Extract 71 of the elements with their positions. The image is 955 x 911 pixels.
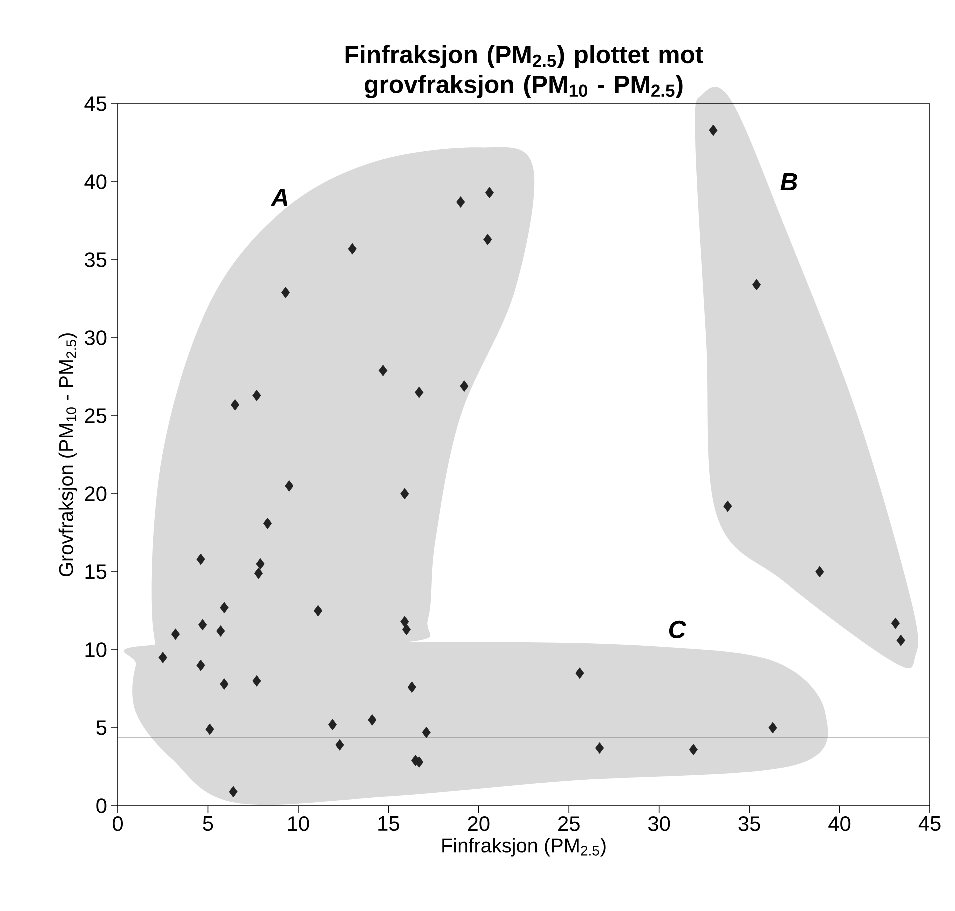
point (485, 187, 494, 199)
point (282, 287, 290, 298)
point (408, 682, 416, 694)
point (402, 624, 412, 636)
annotation: B (780, 173, 798, 191)
point (378, 365, 388, 376)
point (415, 756, 424, 768)
point (328, 719, 338, 731)
point (252, 390, 262, 402)
point (415, 386, 424, 398)
x-tick-label: 40 (828, 816, 851, 832)
point (456, 196, 466, 208)
point (460, 380, 469, 392)
y-tick-label: 25 (85, 408, 107, 424)
point (768, 722, 778, 734)
point (158, 652, 168, 664)
point (595, 742, 604, 754)
point (229, 786, 238, 798)
point (896, 634, 906, 646)
x-tick-label: 15 (378, 816, 400, 832)
x-tick-label: 0 (113, 816, 124, 832)
point (230, 399, 240, 411)
annotation: C (669, 620, 687, 639)
point (816, 566, 824, 578)
point (206, 724, 214, 736)
y-tick-label: 20 (85, 486, 107, 502)
point (689, 744, 698, 756)
y-tick-label: 45 (84, 96, 107, 112)
x-tick-label: 5 (203, 816, 214, 832)
x-tick-label: 45 (918, 816, 941, 832)
x-axis-title: Finfraksjon (PM$_{2.5}$) (442, 838, 606, 857)
y-tick-label: 40 (84, 174, 107, 190)
point (422, 726, 431, 738)
point (196, 554, 206, 566)
point (263, 518, 272, 530)
annotation: A (270, 189, 288, 206)
point (314, 605, 323, 617)
chart-title: Finfraksjon (PM$_{2.5}$) plottet mot grovfraksjon (PM$_{10}$ - PM$_{2.5}$) (346, 45, 704, 98)
point (368, 714, 377, 726)
y-axis-title: Grovfraksjon (PM$_{10}$ - PM$_{2.5}$) (58, 334, 78, 577)
point (256, 558, 265, 570)
point (724, 500, 732, 512)
point (576, 668, 584, 680)
point (220, 602, 229, 614)
point (220, 678, 229, 690)
point (400, 616, 410, 628)
point (216, 626, 226, 637)
x-tick-label: 25 (558, 816, 580, 832)
x-tick-label: 10 (288, 816, 310, 832)
point (254, 568, 264, 580)
y-tick-label: 5 (96, 720, 107, 736)
y-tick-label: 30 (85, 330, 107, 346)
point (196, 660, 206, 672)
x-tick-label: 35 (738, 816, 760, 832)
y-tick-label: 35 (85, 252, 107, 268)
y-tick-label: 10 (86, 642, 107, 658)
point (484, 234, 492, 246)
y-tick-label: 15 (86, 564, 107, 580)
point (171, 628, 180, 640)
point (336, 739, 344, 751)
point (285, 480, 294, 492)
point (709, 124, 718, 136)
x-tick-label: 30 (648, 816, 670, 832)
point (348, 243, 357, 255)
point (891, 618, 900, 630)
x-tick-label: 20 (468, 816, 490, 832)
point (752, 279, 762, 291)
y-tick-label: 0 (96, 798, 107, 814)
point (400, 488, 410, 500)
point (198, 619, 208, 631)
point (252, 675, 262, 687)
